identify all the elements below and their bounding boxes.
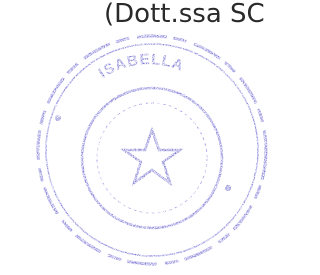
page: (Dott.ssa SC ISABELLA (() => { const dat… bbox=[0, 0, 275, 275]
stamp-outer-ring bbox=[38, 36, 266, 264]
official-stamp: ISABELLA bbox=[38, 36, 266, 264]
stamp-inner-ring bbox=[82, 88, 222, 228]
stamp-arc-text: ISABELLA bbox=[96, 51, 187, 82]
signature-name: (Dott.ssa SC bbox=[104, 0, 265, 29]
stamp-dot bbox=[55, 115, 61, 121]
stamp-ring bbox=[46, 44, 258, 256]
stamp-star bbox=[124, 130, 180, 183]
stamp-emblem-ring bbox=[97, 103, 207, 213]
document-crop: (Dott.ssa SC ISABELLA bbox=[0, 0, 275, 275]
stamp-arc-text-path: ISABELLA bbox=[96, 51, 187, 82]
stamp-dot bbox=[225, 185, 231, 191]
